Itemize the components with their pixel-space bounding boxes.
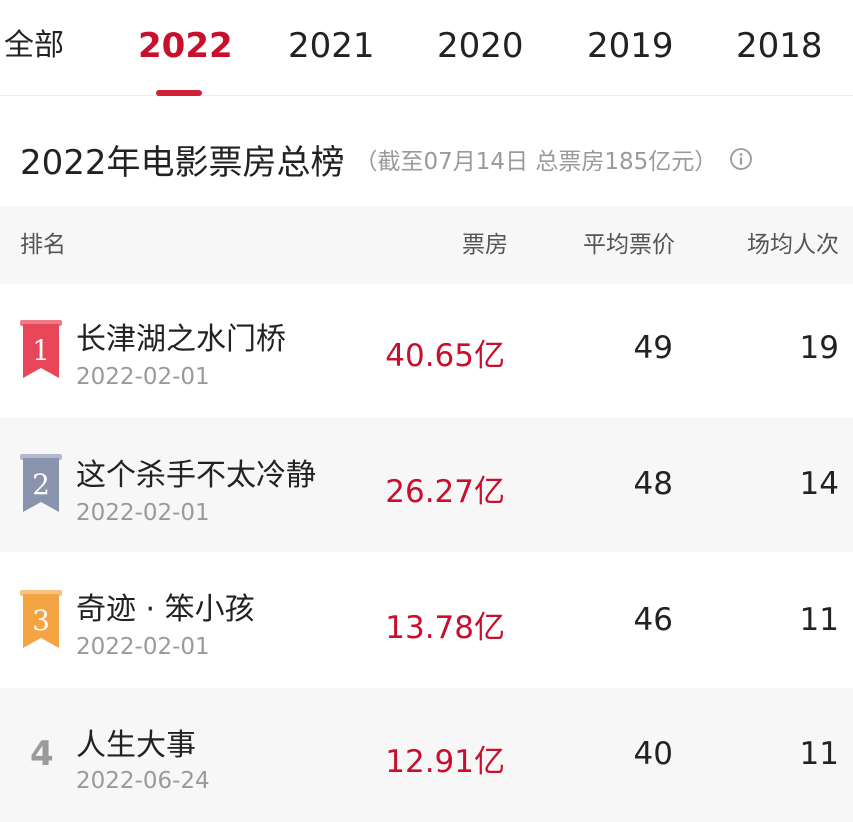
tab-2020[interactable]: 2020 xyxy=(437,26,524,66)
active-tab-indicator xyxy=(156,90,202,96)
rank-2-number: 2 xyxy=(32,468,50,501)
header-box-office[interactable]: 票房 xyxy=(462,232,508,258)
release-date: 2022-02-01 xyxy=(76,500,210,526)
avg-people-value: 11 xyxy=(799,602,839,638)
rank-3-badge-icon: 3 xyxy=(20,590,62,648)
box-office-value: 12.91亿 xyxy=(385,744,505,780)
rank-3-number: 3 xyxy=(32,604,50,637)
box-office-value: 13.78亿 xyxy=(385,610,505,646)
year-tab-bar: 全部 2022 2021 2020 2019 2018 xyxy=(0,0,853,96)
info-circle-icon[interactable] xyxy=(729,147,753,171)
table-row[interactable]: 1 长津湖之水门桥 2022-02-01 40.65亿 49 19 xyxy=(0,284,853,418)
avg-price-value: 40 xyxy=(633,736,673,772)
tab-all[interactable]: 全部 xyxy=(4,28,64,63)
release-date: 2022-02-01 xyxy=(76,364,210,390)
tab-2018[interactable]: 2018 xyxy=(736,26,823,66)
rank-2-badge-icon: 2 xyxy=(20,454,62,512)
page-subtitle: （截至07月14日 总票房185亿元） xyxy=(354,149,718,175)
tab-2021[interactable]: 2021 xyxy=(288,26,375,66)
box-office-value: 26.27亿 xyxy=(385,474,505,510)
table-row[interactable]: 2 这个杀手不太冷静 2022-02-01 26.27亿 48 14 xyxy=(0,418,853,552)
movie-title[interactable]: 长津湖之水门桥 xyxy=(76,322,286,357)
page-title-row: 2022年电影票房总榜 （截至07月14日 总票房185亿元） xyxy=(20,136,753,183)
movie-title[interactable]: 人生大事 xyxy=(76,728,196,763)
table-row[interactable]: 4 人生大事 2022-06-24 12.91亿 40 11 xyxy=(0,688,853,822)
tab-2019[interactable]: 2019 xyxy=(587,26,674,66)
rank-1-badge-icon: 1 xyxy=(20,320,62,378)
header-rank: 排名 xyxy=(20,232,66,258)
avg-people-value: 11 xyxy=(799,736,839,772)
header-avg-price[interactable]: 平均票价 xyxy=(583,232,675,258)
header-avg-people[interactable]: 场均人次 xyxy=(747,232,839,258)
rank-number: 4 xyxy=(30,734,54,774)
table-row[interactable]: 3 奇迹 · 笨小孩 2022-02-01 13.78亿 46 11 xyxy=(0,552,853,686)
rank-1-number: 1 xyxy=(32,334,50,367)
table-header: 排名 票房 平均票价 场均人次 xyxy=(0,206,853,284)
avg-price-value: 46 xyxy=(633,602,673,638)
avg-people-value: 19 xyxy=(799,330,839,366)
tab-2022[interactable]: 2022 xyxy=(138,26,233,66)
page-title: 2022年电影票房总榜 xyxy=(20,142,345,183)
movie-title[interactable]: 这个杀手不太冷静 xyxy=(76,458,316,493)
avg-price-value: 49 xyxy=(633,330,673,366)
release-date: 2022-02-01 xyxy=(76,634,210,660)
box-office-value: 40.65亿 xyxy=(385,338,505,374)
movie-title[interactable]: 奇迹 · 笨小孩 xyxy=(76,592,255,627)
avg-price-value: 48 xyxy=(633,466,673,502)
avg-people-value: 14 xyxy=(799,466,839,502)
release-date: 2022-06-24 xyxy=(76,768,210,794)
